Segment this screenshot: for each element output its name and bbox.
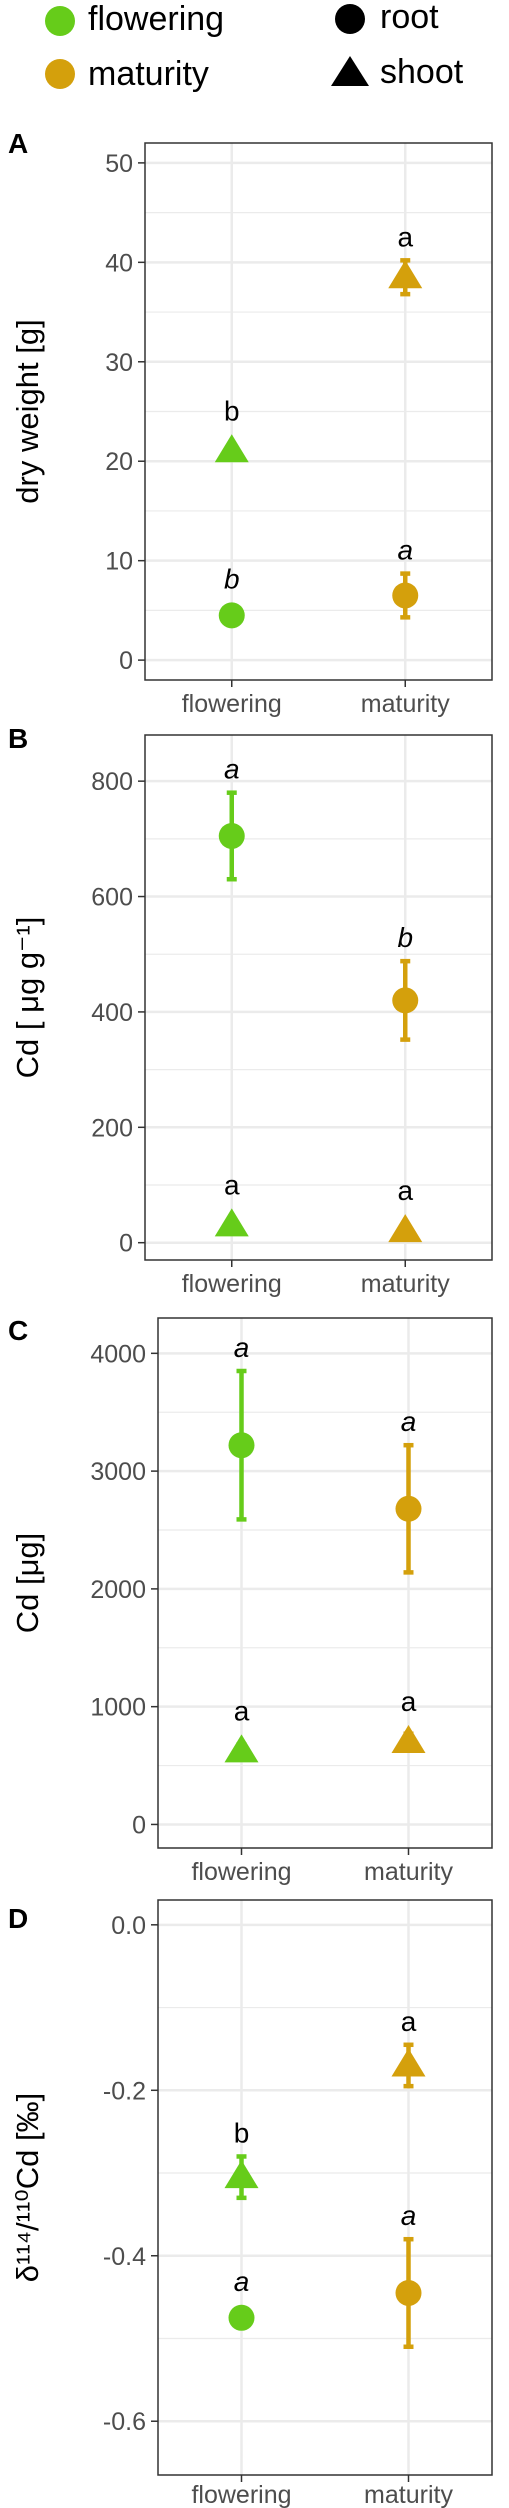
x-tick-label: flowering: [182, 690, 282, 718]
x-tick-label: flowering: [191, 2481, 291, 2508]
significance-letter: a: [401, 1406, 417, 1437]
y-tick-label: 0: [132, 1811, 146, 1839]
data-point-shoot: [214, 434, 249, 463]
data-point-shoot: [391, 1725, 426, 1753]
x-tick-label: maturity: [361, 690, 450, 718]
legend-flowering-label: flowering: [88, 0, 224, 38]
panel-border: [157, 1317, 493, 1849]
legend-root-symbol: [335, 4, 365, 34]
significance-letter: a: [224, 1169, 240, 1200]
data-point-root: [228, 1432, 255, 1459]
significance-letter: a: [234, 1695, 250, 1726]
y-axis-label: Cd [μg]: [10, 1533, 45, 1634]
data-point-shoot: [214, 1208, 249, 1237]
legend-maturity-swatch: [45, 59, 75, 89]
panel-label: A: [8, 128, 28, 159]
y-tick-label: 0: [119, 647, 133, 675]
y-tick-label: 40: [105, 249, 133, 277]
data-point-shoot: [224, 1734, 259, 1763]
x-tick-label: maturity: [361, 1270, 450, 1298]
data-point-root: [218, 602, 245, 629]
y-tick-label: -0.4: [103, 2243, 146, 2271]
y-tick-label: -0.2: [103, 2077, 146, 2105]
significance-letter: a: [234, 1332, 250, 1363]
legend-shoot-label: shoot: [380, 53, 464, 91]
significance-letter: a: [401, 2006, 417, 2037]
panel-b: B 0 200 400 600 800 flowering maturity Cd [ μg g…: [8, 723, 493, 1298]
y-tick-label: 2000: [90, 1576, 146, 1604]
data-point-root: [392, 987, 419, 1014]
x-tick-label: flowering: [191, 1858, 291, 1886]
y-tick-label: 0.0: [111, 1912, 146, 1940]
significance-letter: a: [224, 754, 240, 785]
panel-border: [157, 1899, 493, 2476]
y-tick-label: 30: [105, 349, 133, 377]
y-tick-label: 20: [105, 448, 133, 476]
significance-letter: a: [234, 2266, 250, 2297]
significance-letter: a: [401, 1686, 417, 1717]
y-tick-label: 400: [91, 999, 133, 1027]
significance-letter: a: [397, 221, 413, 252]
panel-border: [144, 142, 493, 681]
panel-d: D 0.0 -0.2 -0.4 -0.6 flowering maturity δ¹¹⁴/¹¹…: [8, 1899, 493, 2508]
x-tick-label: flowering: [182, 1270, 282, 1298]
y-tick-label: 200: [91, 1114, 133, 1142]
y-tick-label: 800: [91, 768, 133, 796]
data-point-shoot: [391, 2048, 426, 2077]
data-point-shoot: [388, 260, 423, 289]
y-tick-label: 4000: [90, 1340, 146, 1368]
panel-label: C: [8, 1315, 28, 1346]
y-tick-label: 50: [105, 150, 133, 178]
legend-flowering-swatch: [45, 6, 75, 36]
x-tick-label: maturity: [364, 1858, 453, 1886]
significance-letter: b: [224, 563, 240, 594]
legend-shoot-symbol: [331, 56, 369, 86]
y-tick-label: 600: [91, 884, 133, 912]
data-point-shoot: [388, 1214, 423, 1243]
data-point-root: [392, 582, 419, 609]
panel-c: C 0 1000 2000 3000 4000 flowering maturity Cd [μ…: [8, 1315, 493, 1886]
x-tick-label: maturity: [364, 2481, 453, 2508]
significance-letter: b: [234, 2117, 250, 2148]
y-tick-label: 3000: [90, 1458, 146, 1486]
y-axis-label: dry weight [g]: [10, 319, 45, 503]
significance-letter: a: [397, 535, 413, 566]
y-tick-label: 1000: [90, 1694, 146, 1722]
data-point-root: [228, 2304, 255, 2331]
significance-letter: a: [401, 2200, 417, 2231]
legend: flowering maturity root shoot: [45, 0, 464, 93]
y-axis-label: Cd [ μg g⁻¹]: [10, 917, 45, 1079]
legend-root-label: root: [380, 0, 439, 36]
panel-label: D: [8, 1903, 28, 1934]
y-tick-label: 10: [105, 548, 133, 576]
y-tick-label: 0: [119, 1230, 133, 1258]
significance-letter: b: [397, 922, 413, 953]
panel-border: [144, 734, 493, 1261]
y-tick-label: -0.6: [103, 2408, 146, 2436]
y-axis-label: δ¹¹⁴/¹¹⁰Cd [‰]: [10, 2093, 45, 2282]
data-point-root: [218, 822, 245, 849]
legend-maturity-label: maturity: [88, 55, 209, 93]
panel-label: B: [8, 723, 28, 754]
significance-letter: b: [224, 395, 240, 426]
panels: A 0 10 20 30 40 50 flowering maturity dry weight …: [8, 128, 493, 2508]
data-point-root: [395, 2279, 422, 2306]
data-point-root: [395, 1495, 422, 1522]
panel-a: A 0 10 20 30 40 50 flowering maturity dry weight …: [8, 128, 493, 718]
data-point-shoot: [224, 2160, 259, 2189]
significance-letter: a: [397, 1175, 413, 1206]
